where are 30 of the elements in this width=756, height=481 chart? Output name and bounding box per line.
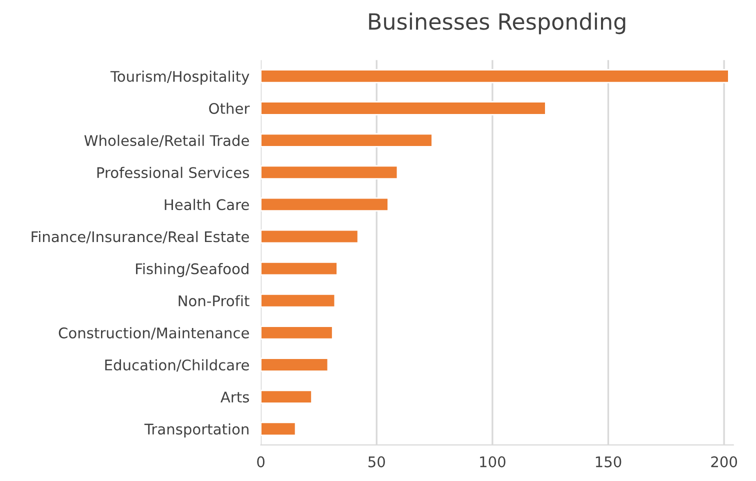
bar	[260, 326, 334, 340]
y-tick-label: Tourism/Hospitality	[110, 70, 250, 85]
x-tick-label: 100	[480, 456, 506, 468]
bar	[260, 422, 296, 436]
bar	[260, 294, 336, 308]
x-tick-label: 150	[596, 456, 622, 468]
bar	[260, 133, 433, 148]
x-tick-label: 50	[368, 456, 385, 468]
y-tick-label: Health Care	[164, 198, 249, 210]
y-tick-label: Other	[209, 102, 250, 114]
y-tick-label: Arts	[220, 392, 249, 403]
y-tick-label: Transportation	[144, 423, 248, 438]
bar	[260, 358, 329, 372]
y-tick-label: Finance/Insurance/Real Estate	[32, 230, 249, 244]
bar	[260, 165, 398, 180]
bar	[260, 261, 338, 276]
x-tick-label: 0	[257, 456, 264, 468]
chart-title: Businesses Responding	[369, 12, 626, 34]
y-tick-label: Fishing/Seafood	[136, 263, 248, 278]
y-tick-label: Construction/Maintenance	[58, 327, 249, 340]
y-tick-label: Professional Services	[97, 166, 249, 178]
bar	[260, 197, 389, 212]
bar	[260, 69, 730, 84]
x-tick-label: 200	[711, 456, 738, 468]
bar	[260, 101, 546, 116]
y-tick-label: Wholesale/Retail Trade	[84, 134, 249, 148]
y-tick-label: Non-Profit	[178, 295, 250, 306]
bar	[260, 390, 312, 404]
y-tick-label: Education/Childcare	[105, 359, 249, 372]
bar	[260, 229, 359, 244]
